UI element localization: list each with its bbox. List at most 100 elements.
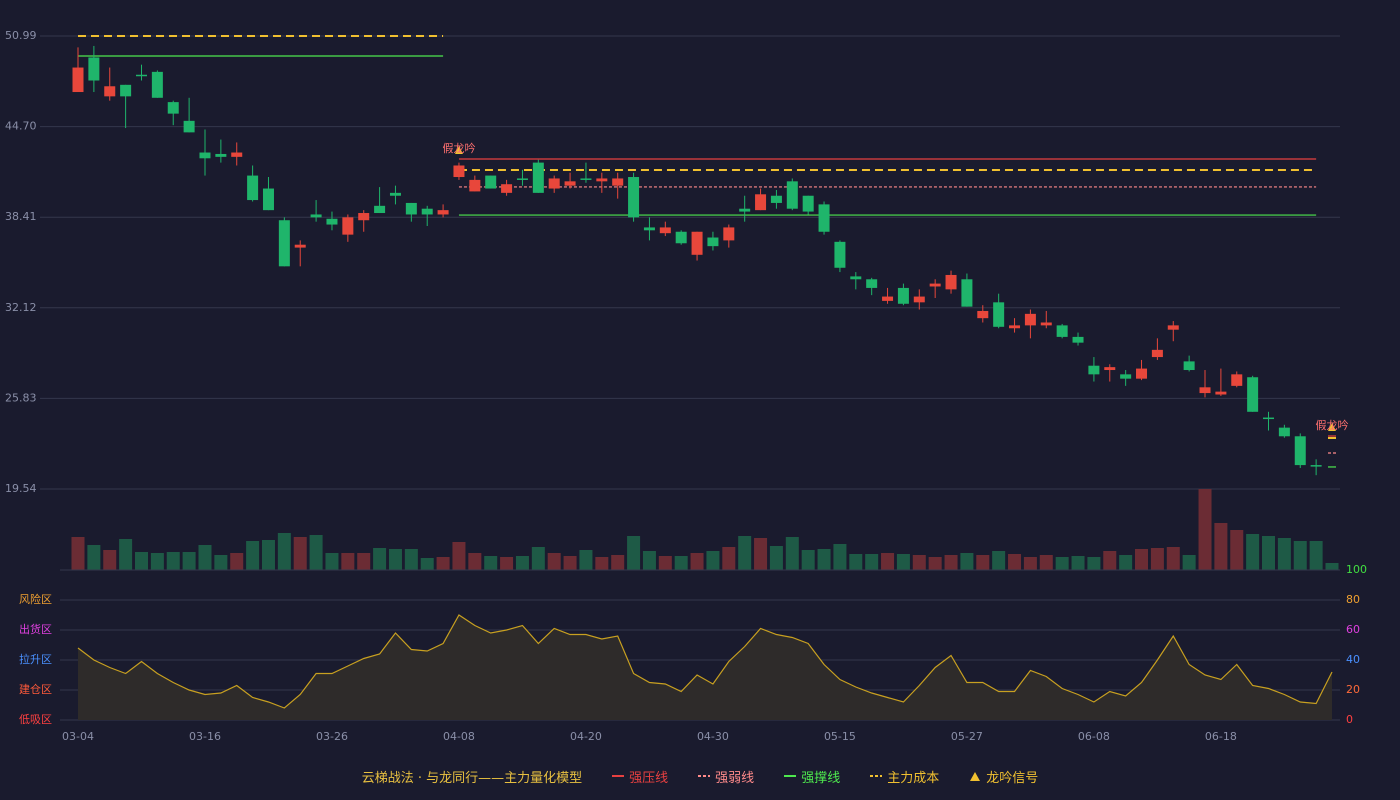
candle-body: [167, 102, 179, 114]
candle-body: [72, 67, 84, 93]
volume-bar: [452, 542, 466, 570]
legend-label: 强弱线: [715, 770, 755, 786]
oscillator-line: [77, 614, 1333, 709]
candle-body: [1056, 325, 1068, 337]
candle-body: [1310, 465, 1322, 467]
candle-body: [834, 241, 846, 268]
y2-tick-label: 0: [1346, 713, 1353, 726]
x-tick-label: 05-15: [824, 730, 856, 743]
volume-bar: [214, 555, 228, 570]
volume-bar: [404, 549, 418, 570]
volume-bar: [1023, 557, 1037, 570]
volume-bar: [357, 553, 371, 570]
volume-bar: [1039, 555, 1053, 570]
candle-body: [675, 231, 687, 244]
x-tick-label: 04-30: [697, 730, 729, 743]
candle-body: [850, 276, 862, 280]
volume-bar: [849, 554, 863, 570]
candle-body: [199, 152, 211, 159]
legend-label: 强撑线: [801, 770, 841, 786]
candle-body: [151, 71, 163, 98]
legend-item: 龙吟信号: [969, 767, 1038, 786]
y2-tick-label: 20: [1346, 683, 1360, 696]
volume-bar: [754, 538, 768, 570]
legend-swatch: [784, 775, 797, 777]
volume-bar: [150, 553, 164, 570]
volume-bar: [722, 547, 736, 570]
volume-bar: [595, 557, 609, 570]
volume-bar: [1071, 556, 1085, 570]
candle-body: [802, 195, 814, 212]
legend: 云梯战法 · 与龙同行——主力量化模型 强压线 强弱线 强撑线 主力成本 龙吟信号: [0, 765, 1400, 787]
volume-bar: [960, 553, 974, 570]
x-tick-label: 06-18: [1205, 730, 1237, 743]
y2-tick-label: 60: [1346, 623, 1360, 636]
candle-body: [389, 192, 401, 196]
x-tick-label: 05-27: [951, 730, 983, 743]
candle-body: [1151, 349, 1163, 358]
volume-bar: [531, 547, 545, 570]
zone-label: 低吸区: [19, 713, 52, 726]
candle-body: [247, 175, 259, 201]
volume-bar: [1230, 530, 1244, 570]
legend-label: 主力成本: [887, 770, 940, 786]
volume-bar: [627, 536, 641, 570]
signal-marker: [1328, 422, 1336, 431]
legend-swatch: [698, 775, 711, 777]
candle-body: [929, 283, 941, 287]
candle-body: [1072, 336, 1084, 343]
candle-body: [897, 287, 909, 304]
candle-body: [1183, 361, 1195, 371]
candle-body: [326, 218, 338, 225]
volume-bar: [420, 558, 434, 570]
volume-bar: [119, 539, 133, 570]
volume-bar: [801, 550, 815, 570]
y2-tick-label: 40: [1346, 653, 1360, 666]
candle-body: [485, 175, 497, 189]
volume-bar: [1055, 557, 1069, 570]
candle-body: [532, 162, 544, 193]
y-tick-label: 19.54: [5, 482, 37, 495]
y-tick-label: 50.99: [5, 29, 37, 42]
y2-tick-label: 80: [1346, 593, 1360, 606]
candle-body: [1215, 391, 1227, 395]
volume-bar: [484, 556, 498, 570]
y-tick-label: 25.83: [5, 391, 37, 404]
candle-body: [1263, 417, 1275, 420]
volume-bar: [944, 555, 958, 570]
volume-bar: [341, 553, 355, 570]
candle-body: [1088, 365, 1100, 375]
volume-bar: [738, 536, 752, 570]
candle-body: [564, 181, 576, 186]
candle-body: [120, 84, 132, 97]
candle-body: [1024, 313, 1036, 326]
candle-body: [707, 237, 719, 247]
candle-body: [770, 195, 782, 203]
volume-bar: [1277, 538, 1291, 570]
volume-bar: [1325, 563, 1339, 570]
volume-bar: [658, 556, 672, 570]
volume-bar: [230, 553, 244, 570]
volume-bar: [547, 553, 561, 570]
candle-body: [453, 165, 465, 178]
signal-marker: [454, 146, 463, 155]
volume-bar: [769, 546, 783, 570]
volume-bar: [674, 556, 688, 570]
legend-label: 强压线: [629, 770, 669, 786]
volume-bar: [1309, 541, 1323, 570]
legend-triangle: [970, 772, 981, 781]
candle-body: [215, 153, 227, 157]
volume-bar: [1262, 536, 1276, 570]
volume-bar: [182, 552, 196, 570]
candle-body: [1278, 427, 1290, 437]
candle-body: [612, 178, 624, 186]
volume-bar: [706, 551, 720, 570]
candle-body: [88, 57, 100, 81]
candle-body: [374, 205, 386, 214]
candle-body: [231, 152, 243, 157]
candle-body: [723, 227, 735, 241]
candle-body: [1104, 367, 1116, 371]
candle-body: [294, 244, 306, 248]
candle-body: [1167, 325, 1179, 330]
candle-body: [421, 208, 433, 215]
